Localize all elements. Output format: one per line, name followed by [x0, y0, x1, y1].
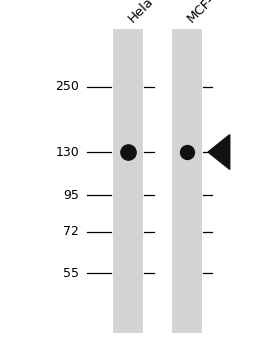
Bar [113, 29, 143, 333]
Polygon shape [208, 135, 230, 169]
Text: 55: 55 [63, 267, 79, 280]
Text: Hela: Hela [125, 0, 156, 25]
Text: 95: 95 [63, 189, 79, 202]
Text: MCF-7: MCF-7 [184, 0, 223, 25]
Text: 250: 250 [56, 80, 79, 93]
Bar [172, 29, 202, 333]
Text: 72: 72 [63, 225, 79, 238]
Text: 130: 130 [56, 146, 79, 159]
